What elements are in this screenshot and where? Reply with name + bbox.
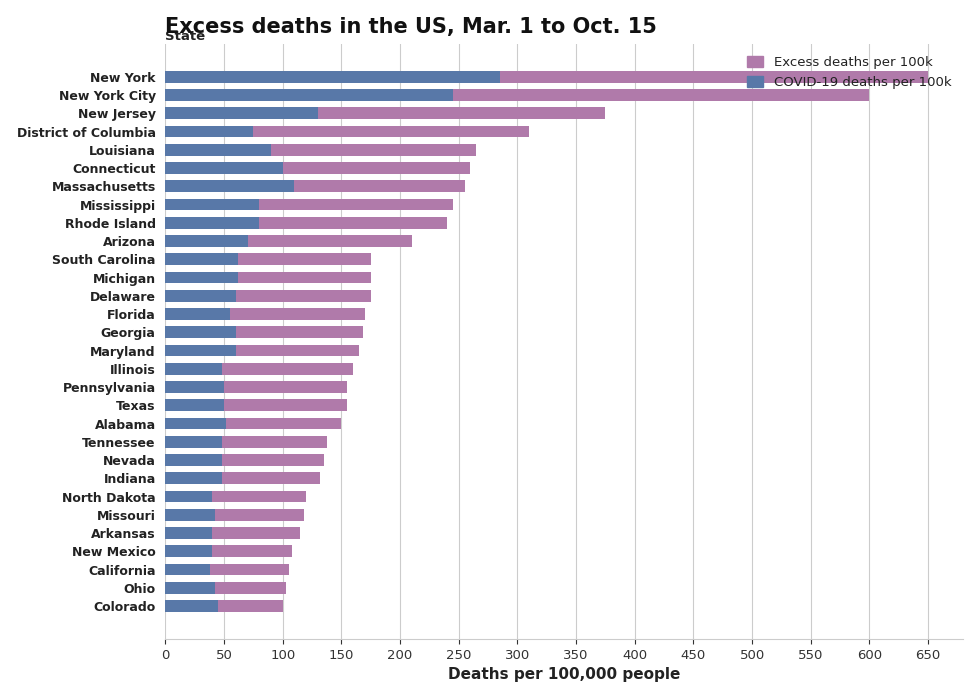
- Bar: [166, 108, 318, 120]
- Bar: [166, 89, 869, 101]
- Bar: [166, 491, 213, 503]
- Bar: [166, 253, 238, 265]
- Bar: [166, 71, 500, 82]
- Bar: [166, 290, 236, 302]
- Bar: [166, 399, 224, 411]
- Bar: [166, 180, 294, 192]
- Bar: [166, 545, 213, 557]
- Bar: [166, 491, 306, 503]
- Bar: [166, 509, 215, 521]
- Bar: [166, 199, 453, 210]
- Bar: [166, 308, 365, 320]
- Bar: [166, 144, 476, 156]
- Bar: [166, 326, 236, 338]
- Bar: [166, 326, 363, 338]
- Bar: [166, 126, 254, 138]
- Bar: [166, 217, 447, 229]
- Bar: [166, 399, 347, 411]
- Bar: [166, 473, 221, 484]
- Bar: [166, 235, 412, 247]
- Bar: [166, 162, 470, 174]
- Bar: [166, 473, 320, 484]
- Bar: [166, 272, 238, 284]
- Bar: [166, 235, 248, 247]
- X-axis label: Deaths per 100,000 people: Deaths per 100,000 people: [448, 668, 680, 682]
- Bar: [166, 71, 928, 82]
- Bar: [166, 545, 292, 557]
- Bar: [166, 527, 213, 539]
- Bar: [166, 108, 606, 120]
- Bar: [166, 417, 226, 429]
- Bar: [166, 582, 215, 593]
- Bar: [166, 217, 260, 229]
- Bar: [166, 290, 370, 302]
- Bar: [166, 345, 236, 356]
- Bar: [166, 199, 260, 210]
- Bar: [166, 454, 221, 466]
- Bar: [166, 272, 370, 284]
- Bar: [166, 509, 304, 521]
- Bar: [166, 436, 327, 448]
- Bar: [166, 308, 230, 320]
- Legend: Excess deaths per 100k, COVID-19 deaths per 100k: Excess deaths per 100k, COVID-19 deaths …: [742, 50, 956, 94]
- Bar: [166, 600, 283, 612]
- Text: State: State: [166, 29, 206, 43]
- Bar: [166, 527, 300, 539]
- Bar: [166, 144, 271, 156]
- Bar: [166, 363, 221, 375]
- Bar: [166, 363, 353, 375]
- Bar: [166, 253, 370, 265]
- Bar: [166, 126, 529, 138]
- Bar: [166, 162, 283, 174]
- Bar: [166, 89, 453, 101]
- Bar: [166, 436, 221, 448]
- Text: Excess deaths in the US, Mar. 1 to Oct. 15: Excess deaths in the US, Mar. 1 to Oct. …: [166, 17, 658, 36]
- Bar: [166, 180, 465, 192]
- Bar: [166, 454, 323, 466]
- Bar: [166, 582, 286, 593]
- Bar: [166, 345, 359, 356]
- Bar: [166, 381, 347, 393]
- Bar: [166, 563, 288, 575]
- Bar: [166, 600, 219, 612]
- Bar: [166, 381, 224, 393]
- Bar: [166, 563, 210, 575]
- Bar: [166, 417, 341, 429]
